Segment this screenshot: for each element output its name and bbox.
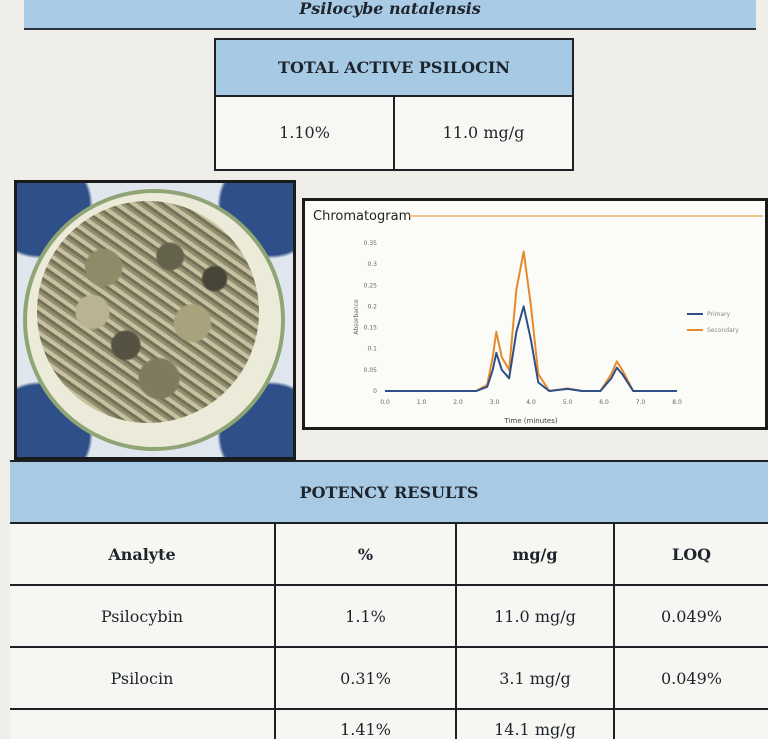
y-axis-label: Absorbance — [353, 299, 360, 335]
y-tick-label: 0.35 — [364, 240, 378, 247]
legend-entry: Secondary — [707, 327, 739, 334]
total-percent: 1.10% — [279, 123, 330, 142]
x-tick-label: 2.0 — [453, 399, 463, 406]
mg-cell: 14.1 mg/g — [456, 709, 615, 739]
species-title: Psilocybe natalensis — [24, 0, 756, 30]
total-values-row: 1.10% 11.0 mg/g — [216, 97, 572, 169]
total-title: TOTAL ACTIVE PSILOCIN — [216, 40, 572, 97]
percent-cell: 0.31% — [275, 647, 457, 710]
total-active-psilocin-box: TOTAL ACTIVE PSILOCIN 1.10% 11.0 mg/g — [214, 38, 574, 171]
analyte-cell: Psilocybin — [10, 585, 276, 648]
mushroom-image — [37, 201, 259, 423]
chromatogram-svg: Chromatogram 0 0.05 0.1 0.15 0.2 0.25 0.3 0.35 0.… — [313, 209, 763, 425]
y-tick-label: 0.15 — [364, 325, 378, 332]
x-tick-label: 1.0 — [417, 399, 427, 406]
x-tick-label: 6.0 — [599, 399, 609, 406]
percent-cell: 1.1% — [275, 585, 457, 648]
x-tick-label: 8.0 — [672, 399, 682, 406]
table-row: Psilocybin 1.1% 11.0 mg/g 0.049% — [10, 585, 768, 648]
y-tick-label: 0.05 — [364, 367, 378, 374]
loq-cell: 0.049% — [614, 585, 768, 648]
series-line-secondary — [385, 250, 677, 392]
y-tick-label: 0.25 — [364, 282, 378, 289]
x-tick-label: 4.0 — [526, 399, 536, 406]
analyte-cell — [10, 709, 276, 739]
mg-cell: 3.1 mg/g — [456, 647, 615, 710]
table-row: Psilocin 0.31% 3.1 mg/g 0.049% — [10, 647, 768, 710]
potency-table: Analyte % mg/g LOQ Psilocybin 1.1% 11.0 … — [10, 524, 768, 739]
header-percent: % — [275, 524, 457, 586]
x-tick-label: 0.0 — [380, 399, 390, 406]
loq-cell — [614, 709, 768, 739]
loq-cell: 0.049% — [614, 647, 768, 710]
percent-cell: 1.41% — [275, 709, 457, 739]
sample-photo — [14, 180, 296, 460]
x-tick-label: 5.0 — [563, 399, 573, 406]
series-line-primary — [385, 305, 677, 392]
header-mg: mg/g — [456, 524, 615, 586]
y-tick-label: 0 — [373, 388, 377, 395]
y-tick-label: 0.1 — [367, 346, 377, 353]
total-mg: 11.0 mg/g — [393, 97, 572, 169]
legend-entry: Primary — [707, 311, 731, 318]
analyte-cell: Psilocin — [10, 647, 276, 710]
mg-cell: 11.0 mg/g — [456, 585, 615, 648]
chromatogram-chart: Chromatogram 0 0.05 0.1 0.15 0.2 0.25 0.3 0.35 0.… — [302, 198, 768, 430]
chart-title: Chromatogram — [313, 209, 411, 224]
y-tick-label: 0.2 — [367, 303, 377, 310]
x-tick-label: 3.0 — [490, 399, 500, 406]
header-analyte: Analyte — [10, 524, 276, 586]
x-tick-label: 7.0 — [636, 399, 646, 406]
x-axis-label: Time (minutes) — [503, 417, 557, 425]
potency-title: POTENCY RESULTS — [10, 460, 768, 524]
table-row: 1.41% 14.1 mg/g — [10, 709, 768, 739]
header-loq: LOQ — [614, 524, 768, 586]
table-header-row: Analyte % mg/g LOQ — [10, 524, 768, 586]
y-tick-label: 0.3 — [367, 261, 377, 268]
